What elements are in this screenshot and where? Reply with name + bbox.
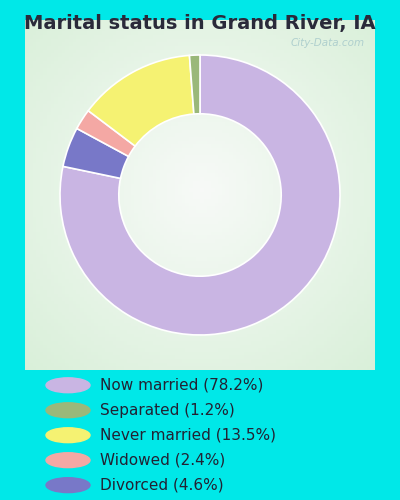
Wedge shape — [60, 55, 340, 335]
Wedge shape — [190, 55, 200, 114]
Wedge shape — [88, 56, 194, 146]
Text: Separated (1.2%): Separated (1.2%) — [100, 402, 235, 417]
Wedge shape — [77, 110, 135, 156]
Circle shape — [46, 453, 90, 468]
Text: Divorced (4.6%): Divorced (4.6%) — [100, 478, 224, 492]
Text: Now married (78.2%): Now married (78.2%) — [100, 378, 263, 393]
Circle shape — [46, 378, 90, 392]
Text: Never married (13.5%): Never married (13.5%) — [100, 428, 276, 442]
Wedge shape — [63, 128, 128, 178]
Text: Widowed (2.4%): Widowed (2.4%) — [100, 452, 225, 468]
Circle shape — [46, 403, 90, 417]
Circle shape — [46, 478, 90, 492]
Text: Marital status in Grand River, IA: Marital status in Grand River, IA — [24, 14, 376, 32]
Text: City-Data.com: City-Data.com — [290, 38, 364, 48]
Circle shape — [46, 428, 90, 442]
